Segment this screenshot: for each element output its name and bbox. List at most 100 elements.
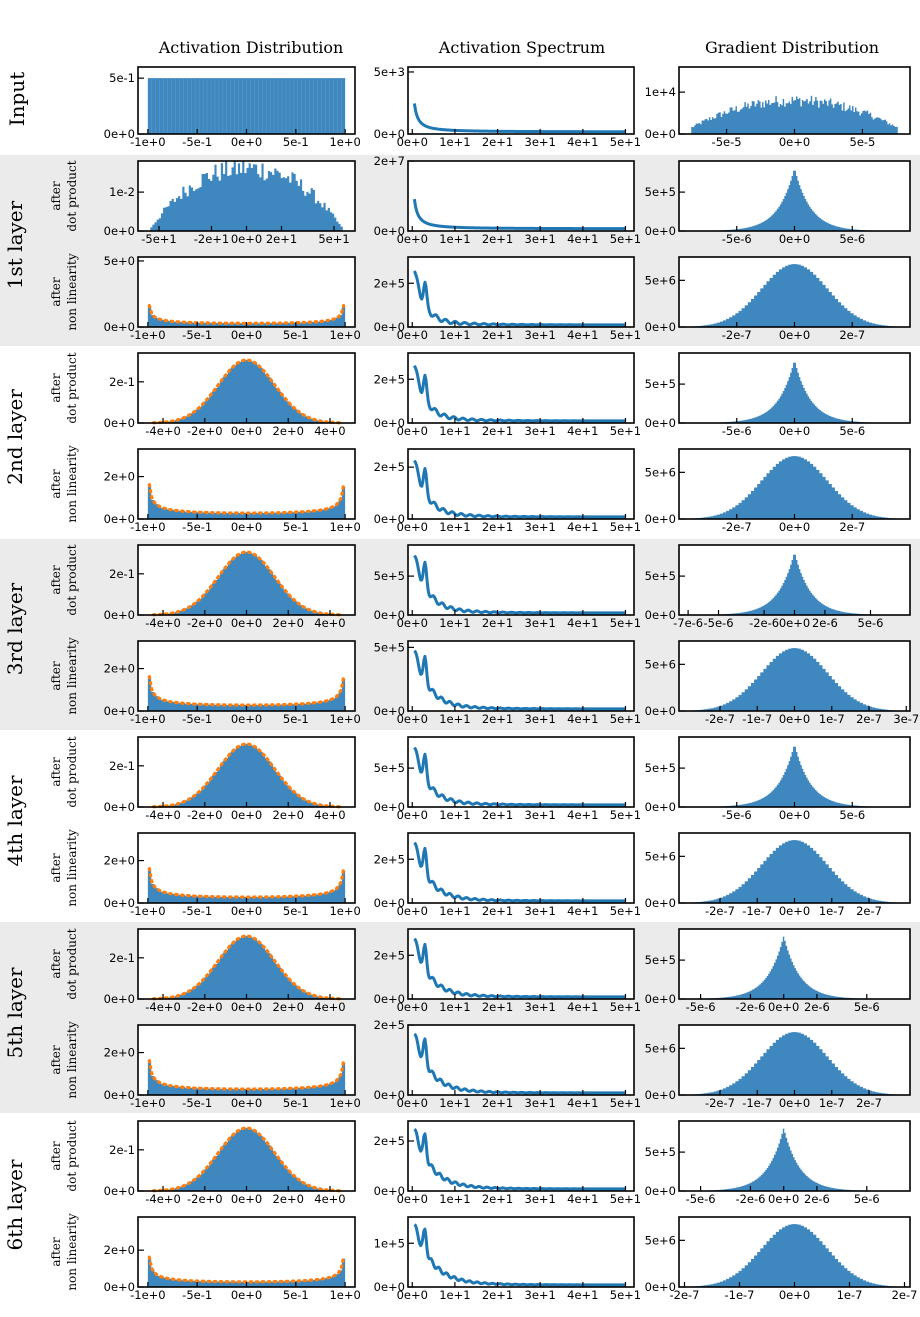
x-tick-label: 1e+0: [329, 135, 360, 149]
histogram-bars: [685, 1224, 904, 1287]
x-tick-label: 1e+0: [329, 520, 360, 534]
stage-label-line1: after: [49, 757, 63, 787]
panel-gradient: -5e-6 0e+0 5e-6 0e+0 5e+5: [645, 160, 911, 246]
y-tick-label: 0e+0: [374, 416, 405, 430]
x-tick-label: 4e+0: [314, 808, 345, 822]
stage-label-line1: after: [49, 949, 63, 979]
x-tick-label: 1e+0: [329, 1096, 360, 1110]
axes-frame: [407, 928, 635, 1000]
y-tick-label: 2e-1: [109, 951, 135, 965]
y-tick-label: 0e+0: [104, 224, 135, 238]
x-tick-label: 0e+0: [397, 1096, 428, 1110]
panel-background: [138, 449, 355, 519]
stage-label-line2: non linearity: [65, 1021, 79, 1099]
axes-frame: [407, 66, 635, 135]
x-tick-label: -1e+0: [130, 1096, 166, 1110]
spectrum-line: [412, 198, 626, 231]
panel-background: [408, 545, 634, 615]
x-tick-label: -2e+0: [187, 424, 223, 438]
x-tick-label: 0e+0: [231, 616, 262, 630]
histogram-bars: [685, 456, 904, 519]
panel-background: [408, 257, 634, 327]
x-tick-label: 3e+1: [525, 135, 556, 149]
x-tick-label: 2e+1: [482, 520, 513, 534]
x-tick-label: 2e+0: [273, 808, 304, 822]
spectrum-line: [413, 649, 626, 711]
y-tick-label: 2e-1: [109, 1143, 135, 1157]
y-tick-label: 2e+0: [104, 662, 135, 676]
fit-curve: [151, 550, 342, 617]
panel-background: [138, 257, 355, 327]
x-tick-label: 5e+1: [610, 1000, 641, 1014]
axes-frame: [407, 1120, 635, 1192]
x-tick-label: -5e-6: [722, 808, 752, 822]
x-tick-label: 4e+0: [314, 424, 345, 438]
x-tick-label: 0e+0: [779, 328, 810, 342]
x-tick-label: 0e+0: [779, 135, 810, 149]
x-tick-label: 1e+1: [439, 1192, 470, 1206]
x-tick-label: -4e+0: [145, 1000, 181, 1014]
y-tick-label: 5e+5: [645, 761, 676, 775]
x-tick-label: -2e+0: [187, 1192, 223, 1206]
y-tick-label: 0e+0: [374, 512, 405, 526]
x-tick-label: 0e+0: [397, 1192, 428, 1206]
stage-label-line1: after: [49, 181, 63, 211]
x-tick-label: 0e+0: [397, 424, 428, 438]
x-tick-label: 3e+1: [525, 232, 556, 246]
x-tick-label: 4e+1: [567, 1288, 598, 1302]
histogram-bars: [706, 936, 883, 999]
x-tick-label: 2e-7: [856, 1096, 882, 1110]
y-tick-label: 2e+0: [104, 1243, 135, 1257]
histogram-bars: [147, 306, 346, 327]
spectrum-line: [413, 746, 626, 807]
x-tick-label: -2e-7: [705, 712, 735, 726]
panel-spectrum: 0e+0 1e+1 2e+1 3e+1 4e+1 5e+1 0e+0 5e+5: [374, 544, 641, 630]
y-tick-label: 5e+5: [645, 1145, 676, 1159]
stage-label-line2: dot product: [65, 736, 79, 807]
x-tick-label: 2e+0: [273, 1192, 304, 1206]
x-tick-label: -5e-1: [182, 1096, 212, 1110]
x-tick-label: 1e-7: [837, 1288, 863, 1302]
x-tick-label: 5e+1: [610, 712, 641, 726]
y-tick-label: 5e+5: [645, 569, 676, 583]
histogram-bars: [706, 170, 883, 231]
x-tick-label: -2e+0: [187, 1000, 223, 1014]
x-tick-label: -1e-7: [742, 904, 772, 918]
panel-spectrum: 0e+0 1e+1 2e+1 3e+1 4e+1 5e+1 0e+0 2e+5: [374, 352, 641, 438]
y-tick-label: 0e+0: [104, 1088, 135, 1102]
fit-curve: [147, 1058, 346, 1091]
x-tick-label: -5e-1: [182, 1288, 212, 1302]
x-tick-label: -2e-7: [669, 1288, 699, 1302]
x-tick-label: -5e-6: [704, 616, 734, 630]
y-tick-label: 0e+0: [645, 1280, 676, 1294]
axes-frame: [407, 256, 635, 328]
x-tick-label: 1e+1: [439, 328, 470, 342]
x-tick-label: 0e+0: [779, 520, 810, 534]
histogram-bars: [685, 648, 904, 711]
stage-label-line2: dot product: [65, 352, 79, 423]
x-tick-label: 1e+0: [329, 1288, 360, 1302]
panel-spectrum: 0e+0 1e+1 2e+1 3e+1 4e+1 5e+1 0e+0 2e+5: [374, 256, 641, 342]
panel-spectrum: 0e+0 1e+1 2e+1 3e+1 4e+1 5e+1 0e+0 2e+5: [374, 928, 641, 1014]
y-tick-label: 5e+5: [645, 953, 676, 967]
y-tick-label: 5e-1: [109, 71, 135, 85]
x-tick-label: 0e+0: [231, 328, 262, 342]
y-tick-label: 0e+0: [374, 992, 405, 1006]
histogram-bars: [147, 486, 346, 519]
stage-label: after non linearity: [49, 253, 79, 331]
x-tick-label: 3e+1: [525, 712, 556, 726]
x-tick-label: 0e+0: [231, 1000, 262, 1014]
spectrum-line: [412, 103, 626, 134]
panel-background: [408, 353, 634, 423]
fit-curve: [147, 482, 346, 515]
x-tick-label: 2e+1: [482, 1288, 513, 1302]
x-tick-label: -5e-1: [182, 520, 212, 534]
panel-spectrum: 0e+0 1e+1 2e+1 3e+1 4e+1 5e+1 0e+0 5e+5: [374, 640, 641, 726]
x-tick-label: 5e-6: [839, 808, 865, 822]
axes-frame: [407, 1024, 635, 1096]
y-tick-label: 2e+5: [374, 372, 405, 386]
x-tick-label: 4e+1: [567, 904, 598, 918]
x-tick-label: 5e-1: [283, 328, 309, 342]
y-tick-label: 5e+5: [374, 569, 405, 583]
panel-background: [138, 833, 355, 903]
